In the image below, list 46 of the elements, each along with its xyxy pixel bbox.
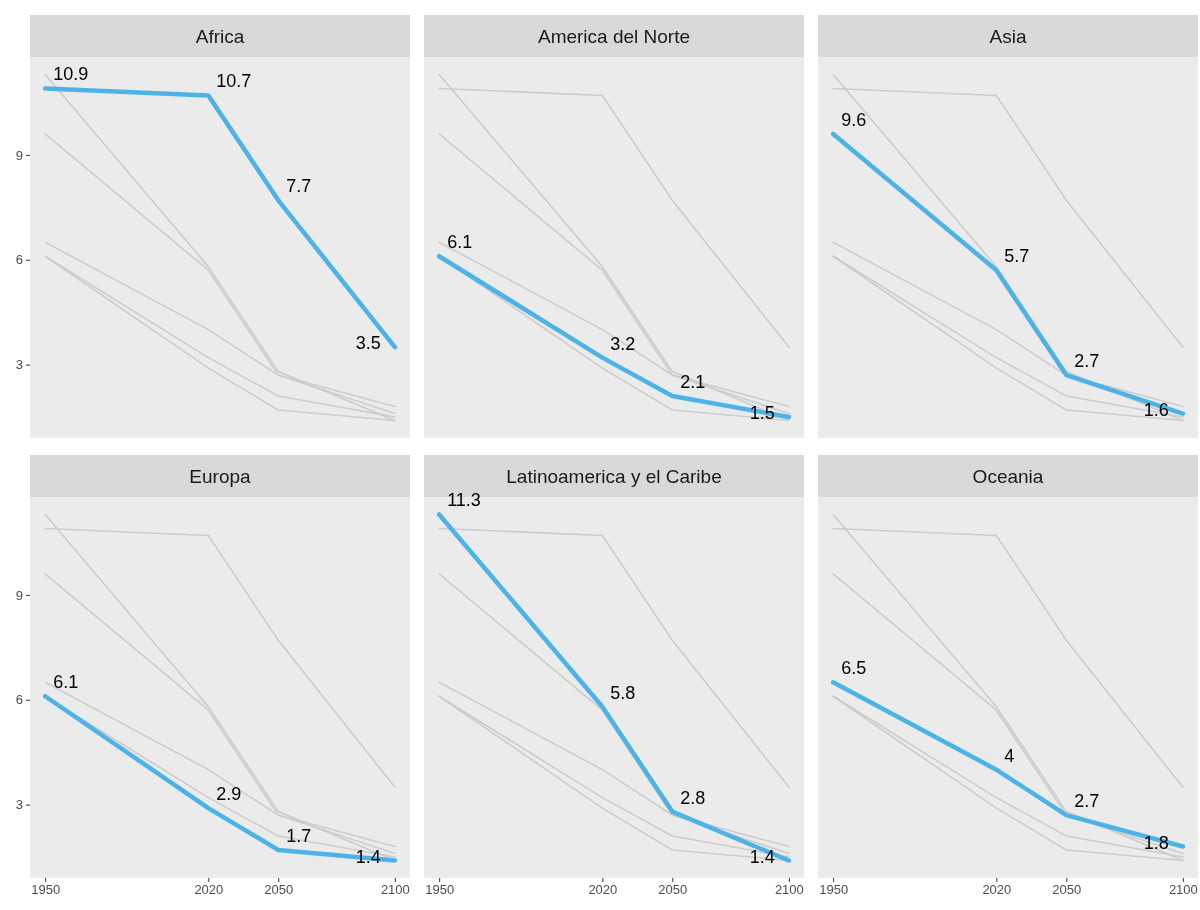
chart-title: Africa (195, 26, 245, 47)
chart-title: Oceania (972, 466, 1044, 487)
y-tick-label: 3 (15, 797, 23, 813)
data-label: 3.2 (610, 333, 636, 354)
x-tick-label: 1950 (425, 882, 455, 898)
data-label: 2.7 (1074, 791, 1100, 812)
data-label: 2.9 (216, 784, 242, 805)
x-tick-label: 2050 (1052, 882, 1082, 898)
data-label: 11.3 (447, 490, 481, 511)
chart-title: Europa (189, 466, 252, 487)
data-label: 5.8 (610, 682, 636, 703)
x-tick-label: 1950 (31, 882, 61, 898)
y-tick-label: 6 (15, 692, 23, 708)
x-tick-label: 2050 (264, 882, 294, 898)
x-tick-label: 2100 (380, 882, 410, 898)
x-tick-label: 2100 (774, 882, 804, 898)
data-label: 1.4 (355, 846, 381, 867)
data-label: 6.1 (447, 232, 473, 253)
data-label: 3.5 (355, 333, 381, 354)
y-tick-label: 9 (15, 147, 23, 163)
chart-title: Latinoamerica y el Caribe (506, 466, 722, 487)
y-tick-label: 9 (15, 587, 23, 603)
x-tick-label: 2020 (194, 882, 224, 898)
data-label: 9.6 (841, 109, 867, 130)
y-tick-label: 6 (15, 252, 23, 268)
x-tick-label: 2020 (588, 882, 618, 898)
data-label: 4 (1004, 745, 1015, 766)
data-label: 1.5 (749, 403, 775, 424)
x-tick-label: 2050 (658, 882, 688, 898)
chart-title: America del Norte (537, 26, 691, 47)
chart-title: Asia (989, 26, 1027, 47)
data-label: 10.7 (216, 71, 252, 92)
data-label: 2.8 (680, 787, 706, 808)
y-tick-label: 3 (15, 357, 23, 373)
data-label: 1.4 (749, 846, 775, 867)
data-label: 2.7 (1074, 351, 1100, 372)
x-tick-label: 1950 (819, 882, 849, 898)
data-label: 5.7 (1004, 246, 1030, 267)
data-label: 6.1 (53, 672, 79, 693)
data-label: 2.1 (680, 372, 706, 393)
data-label: 1.7 (286, 826, 312, 847)
data-label: 7.7 (286, 176, 312, 197)
data-label: 6.5 (841, 658, 867, 679)
x-tick-label: 2020 (982, 882, 1012, 898)
data-label: 10.9 (53, 64, 89, 85)
x-tick-label: 2100 (1168, 882, 1198, 898)
